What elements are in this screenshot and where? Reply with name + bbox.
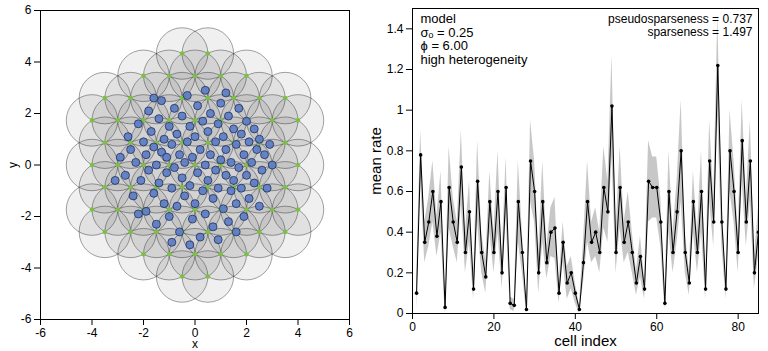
svg-text:0.2: 0.2 [387,266,404,280]
svg-text:mean rate: mean rate [367,127,384,195]
svg-text:y: y [6,162,20,168]
svg-text:0: 0 [191,326,199,340]
svg-text:1.2: 1.2 [387,62,404,76]
svg-text:modelσₒ = 0.25ϕ = 6.00high het: modelσₒ = 0.25ϕ = 6.00high heterogeneity [421,11,528,67]
svg-text:2: 2 [243,326,250,340]
svg-text:1: 1 [397,103,404,117]
svg-text:6: 6 [346,326,353,340]
svg-text:40: 40 [568,320,582,334]
svg-text:0.6: 0.6 [387,184,404,198]
svg-text:0: 0 [25,158,32,172]
svg-text:-6: -6 [21,312,32,326]
svg-text:1.4: 1.4 [387,22,404,36]
svg-text:6: 6 [25,3,32,17]
svg-text:4: 4 [25,55,32,69]
svg-text:-6: -6 [35,326,46,340]
svg-text:0.4: 0.4 [387,225,404,239]
svg-text:-4: -4 [87,326,98,340]
svg-text:0: 0 [397,306,404,320]
svg-text:-2: -2 [138,326,149,340]
svg-text:cell index: cell index [554,332,617,349]
svg-text:0: 0 [409,320,416,334]
svg-text:20: 20 [487,320,501,334]
svg-text:x: x [192,337,198,351]
svg-text:-4: -4 [21,261,32,275]
svg-text:60: 60 [650,320,664,334]
svg-text:2: 2 [25,106,32,120]
svg-text:80: 80 [731,320,745,334]
svg-text:pseudosparseness = 0.737sparse: pseudosparseness = 0.737sparseness = 1.4… [608,12,753,39]
svg-text:0.8: 0.8 [387,144,404,158]
svg-text:4: 4 [295,326,302,340]
svg-text:-2: -2 [21,209,32,223]
